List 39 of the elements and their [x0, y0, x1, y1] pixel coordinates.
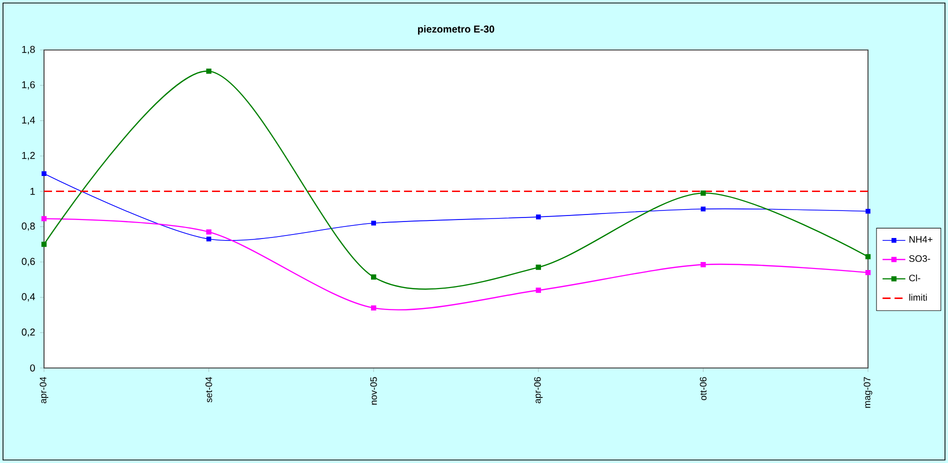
point: [536, 288, 542, 293]
y-tick-label: 0,2: [22, 328, 35, 337]
y-tick-label: 0,4: [22, 293, 36, 302]
point: [536, 214, 541, 220]
y-tick-label: 0: [30, 364, 35, 372]
point: [700, 190, 706, 196]
x-tick-label: nov-05: [370, 377, 377, 405]
chart-title: piezometro E-30: [418, 25, 494, 35]
y-tick-label: 1,2: [22, 152, 35, 160]
legend-label: SO3-: [909, 255, 930, 262]
legend-label: Cl-: [909, 274, 920, 282]
point: [371, 274, 376, 280]
x-tick-label: ott-06: [700, 377, 706, 400]
point: [865, 254, 871, 260]
point: [41, 216, 47, 222]
y-tick-label: 1,6: [22, 81, 35, 90]
y-tick-label: 0,8: [22, 222, 35, 231]
x-tick-label: mag-07: [864, 377, 872, 408]
point: [206, 236, 212, 242]
x-tick-label: apr-06: [534, 377, 543, 404]
y-tick-label: 1,4: [22, 116, 36, 125]
legend-label: NH4+: [910, 236, 932, 243]
x-tick-label: apr-04: [40, 376, 48, 404]
point: [700, 206, 706, 212]
y-tick-label: 1,8: [22, 46, 35, 54]
y-tick-label: 1: [30, 188, 35, 195]
point: [42, 171, 46, 176]
point: [41, 242, 47, 247]
point: [206, 229, 212, 235]
legend-label: limiti: [909, 294, 927, 301]
point: [371, 305, 376, 311]
point: [206, 68, 212, 74]
point: [371, 220, 376, 226]
y-tick-label: 0,6: [22, 258, 35, 266]
point: [865, 270, 871, 276]
x-tick-label: set-04: [206, 376, 212, 402]
point: [536, 264, 542, 270]
point: [866, 208, 870, 214]
point: [700, 262, 706, 268]
